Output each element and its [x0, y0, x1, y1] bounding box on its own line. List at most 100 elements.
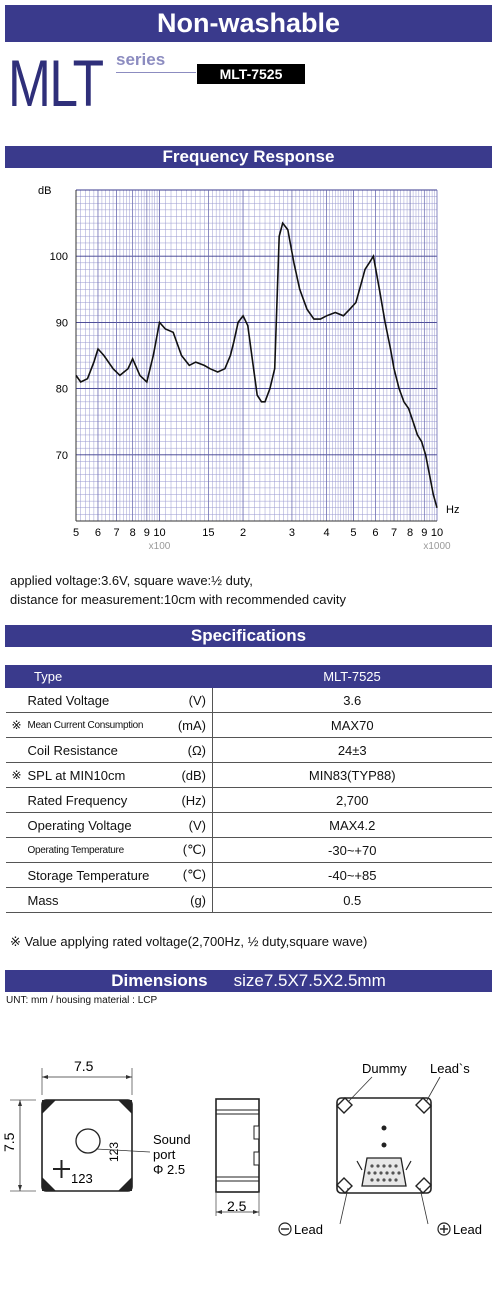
x-tick-label: 10 — [153, 527, 165, 539]
marking-text-rotated: 123 — [107, 1142, 121, 1162]
row-mark — [5, 687, 28, 713]
row-parameter: SPL at MIN10cm — [27, 762, 163, 788]
row-mark — [5, 837, 28, 863]
x-tick-label: 6 — [95, 527, 101, 539]
specifications-heading: Specifications — [5, 625, 492, 647]
row-unit: (℃) — [162, 837, 213, 863]
x-tick-label: 9 — [421, 527, 427, 539]
row-unit: (mA) — [162, 712, 213, 738]
table-row: Rated Frequency (Hz) 2,700 — [5, 787, 492, 813]
x-tick-label: 7 — [391, 527, 397, 539]
row-unit: (V) — [162, 687, 213, 713]
row-unit: (Ω) — [162, 737, 213, 763]
table-row: Rated Voltage (V) 3.6 — [5, 687, 492, 713]
top-view-drawing: 7.5 7.5 123 123 Sound port Φ 2.5 — [1, 1058, 191, 1192]
minus-lead-label: Lead — [294, 1222, 323, 1237]
plus-lead-label: Lead — [453, 1222, 482, 1237]
x-tick-label: 4 — [324, 527, 330, 539]
table-row: Operating Temperature (℃) -30~+70 — [5, 837, 492, 863]
series-underline — [116, 72, 196, 73]
row-mark — [5, 787, 28, 813]
y-tick-label: 90 — [56, 317, 68, 329]
x-multiplier-label: x100 — [149, 541, 171, 552]
x-tick-label: 7 — [113, 527, 119, 539]
series-label: series — [116, 50, 166, 69]
row-parameter: Coil Resistance — [27, 737, 163, 763]
dummy-label: Dummy — [362, 1061, 407, 1076]
row-unit: (dB) — [162, 762, 213, 788]
row-parameter: Storage Temperature — [27, 862, 163, 888]
sound-port-label: Sound — [153, 1132, 191, 1147]
title-banner: Non-washable — [5, 5, 492, 42]
x-tick-label: 3 — [289, 527, 295, 539]
row-value: 0.5 — [212, 887, 492, 913]
row-mark — [5, 812, 28, 838]
row-mark — [5, 737, 28, 763]
dimension-drawings: 7.5 7.5 123 123 Sound port Φ 2.5 — [1, 1058, 482, 1237]
row-mark: ※ — [5, 712, 28, 738]
table-row: Coil Resistance (Ω) 24±3 — [5, 737, 492, 763]
marking-text: 123 — [71, 1171, 93, 1186]
row-parameter: Rated Frequency — [27, 787, 163, 813]
top-height-label: 7.5 — [1, 1132, 17, 1152]
x-tick-label: 15 — [202, 527, 214, 539]
y-tick-label: 80 — [56, 384, 68, 396]
port-diameter-label: Φ 2.5 — [153, 1162, 185, 1177]
table-row: Mass (g) 0.5 — [5, 887, 492, 913]
table-header-row: Type MLT-7525 — [5, 665, 492, 688]
leads-label: Lead`s — [430, 1061, 470, 1076]
row-value: MIN83(TYP88) — [212, 762, 492, 788]
row-parameter: Operating Temperature — [27, 837, 163, 863]
x-tick-label: 5 — [350, 527, 356, 539]
column-header-model: MLT-7525 — [212, 665, 492, 688]
row-value: 24±3 — [212, 737, 492, 763]
row-mark — [5, 862, 28, 888]
chart-major-grid — [75, 189, 438, 522]
x-tick-label: 5 — [73, 527, 79, 539]
row-unit: (V) — [162, 812, 213, 838]
y-tick-label: 70 — [56, 450, 68, 462]
x-tick-label: 9 — [144, 527, 150, 539]
row-parameter: Mean Current Consumption — [27, 712, 163, 738]
dimensions-size: size7.5X7.5X2.5mm — [233, 971, 386, 990]
row-parameter: Rated Voltage — [27, 687, 163, 713]
model-badge: MLT-7525 — [197, 64, 305, 84]
chart-grid — [75, 189, 438, 522]
top-width-label: 7.5 — [74, 1058, 94, 1074]
chart-axes — [75, 190, 437, 522]
x-multiplier-label: x1000 — [423, 541, 451, 552]
brand-logo: MLT — [8, 46, 104, 120]
frequency-response-heading: Frequency Response — [5, 146, 492, 168]
units-note: UNT: mm / housing material : LCP — [6, 995, 158, 1006]
row-unit: (g) — [162, 887, 213, 913]
spec-footnote: ※ Value applying rated voltage(2,700Hz, … — [10, 934, 368, 949]
row-mark: ※ — [5, 762, 28, 788]
specifications-table: Type MLT-7525 Rated Voltage (V) 3.6 ※ Mean C… — [5, 665, 492, 913]
table-row: Storage Temperature (℃) -40~+85 — [5, 862, 492, 888]
row-mark — [5, 887, 28, 913]
y-axis-label: dB — [38, 185, 51, 197]
x-tick-label: 6 — [372, 527, 378, 539]
y-tick-label: 100 — [50, 251, 68, 263]
x-tick-label: 8 — [407, 527, 413, 539]
bottom-view-drawing: Dummy Lead`s Lead Lead — [278, 1061, 482, 1237]
row-unit: (Hz) — [162, 787, 213, 813]
side-view-drawing: 2.5 — [215, 1098, 260, 1216]
measurement-note-voltage: applied voltage:3.6V, square wave:½ duty… — [10, 573, 253, 588]
x-tick-label: 2 — [240, 527, 246, 539]
port-label: port — [153, 1147, 176, 1162]
column-header-type: Type — [5, 665, 213, 688]
x-tick-label: 8 — [130, 527, 136, 539]
row-value: -30~+70 — [212, 837, 492, 863]
response-curve — [75, 221, 438, 509]
row-unit: (℃) — [162, 862, 213, 888]
x-tick-label: 10 — [431, 527, 443, 539]
row-value: MAX4.2 — [212, 812, 492, 838]
table-row: ※ Mean Current Consumption (mA) MAX70 — [5, 712, 492, 738]
row-value: MAX70 — [212, 712, 492, 738]
row-parameter: Operating Voltage — [27, 812, 163, 838]
row-value: -40~+85 — [212, 862, 492, 888]
table-row: Operating Voltage (V) MAX4.2 — [5, 812, 492, 838]
side-depth-label: 2.5 — [227, 1198, 247, 1214]
